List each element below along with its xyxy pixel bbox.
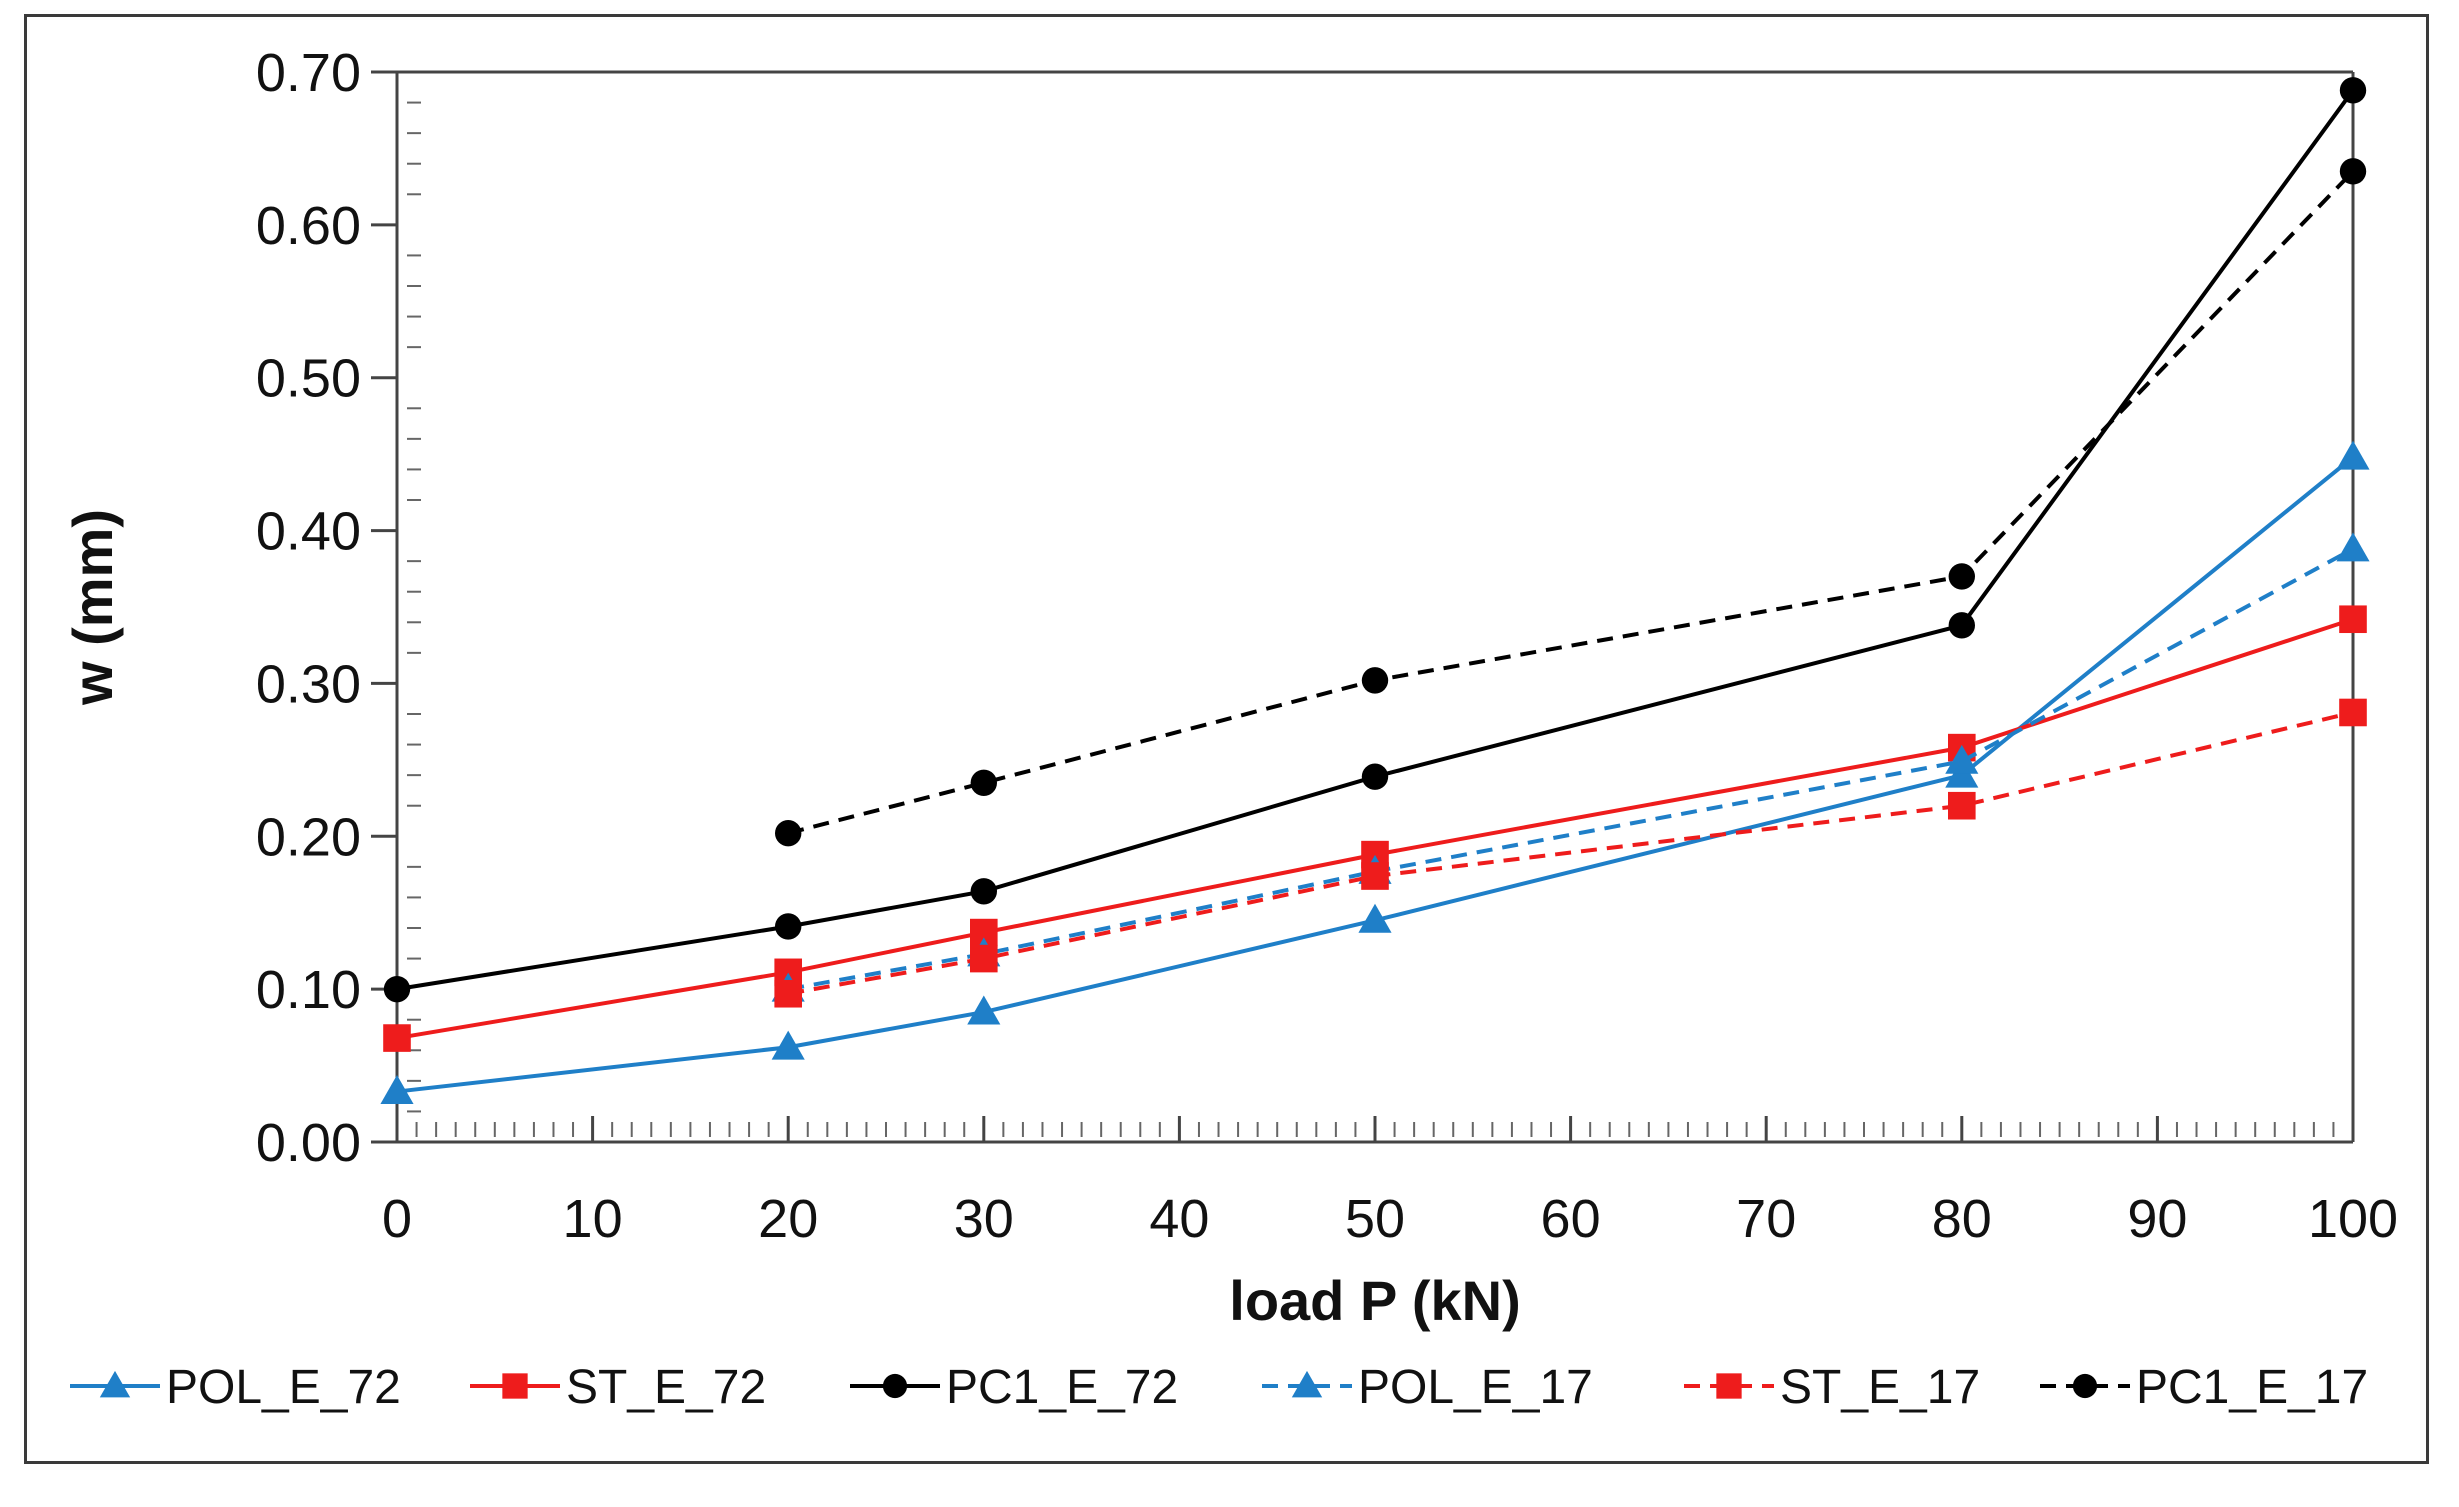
data-point xyxy=(774,979,802,1008)
legend-swatch-marker xyxy=(2072,1373,2098,1399)
series-line xyxy=(787,710,2354,996)
legend-swatch-marker xyxy=(99,1370,131,1398)
y-tick-label: 0.20 xyxy=(256,807,361,867)
x-tick-label: 40 xyxy=(1149,1189,1209,1249)
x-tick-label: 60 xyxy=(1541,1189,1601,1249)
y-tick-label: 0.10 xyxy=(256,960,361,1020)
x-tick-label: 20 xyxy=(758,1189,818,1249)
y-tick-label: 0.00 xyxy=(256,1113,361,1173)
data-point xyxy=(1358,903,1392,933)
legend-swatch-marker xyxy=(882,1373,908,1399)
series-line xyxy=(396,89,2355,992)
series-PC1_E_17 xyxy=(775,158,2367,847)
data-point xyxy=(2336,532,2370,562)
legend-item: POL_E_17 xyxy=(1262,1361,1593,1414)
data-point xyxy=(771,1030,805,1060)
legend-swatch-marker xyxy=(1291,1370,1323,1398)
x-tick-label: 100 xyxy=(2308,1189,2398,1249)
legend-item: ST_E_72 xyxy=(470,1361,766,1414)
legend-swatch-marker xyxy=(1716,1373,1742,1399)
data-point xyxy=(2336,440,2370,470)
series-layer xyxy=(380,77,2370,1104)
y-tick-label: 0.50 xyxy=(256,349,361,409)
legend-swatch-marker xyxy=(502,1373,528,1399)
y-tick-label: 0.60 xyxy=(256,196,361,256)
series-ST_E_72 xyxy=(383,605,2367,1052)
data-point xyxy=(967,995,1001,1025)
x-tick-label: 10 xyxy=(563,1189,623,1249)
data-point xyxy=(2339,158,2367,185)
data-point xyxy=(2339,605,2367,634)
x-tick-label: 0 xyxy=(382,1189,412,1249)
data-point xyxy=(1948,612,1976,639)
data-point xyxy=(1948,563,1976,590)
data-point xyxy=(2339,698,2367,727)
data-point xyxy=(775,820,802,847)
data-point xyxy=(1361,862,1389,890)
series-line xyxy=(396,617,2354,1041)
legend: POL_E_72 ST_E_72 PC1_E_72 POL_E_17 ST_E_17 PC… xyxy=(70,1361,2368,1414)
legend-label: PC1_E_72 xyxy=(946,1361,1178,1414)
series-line xyxy=(396,455,2355,1094)
y-tick-label: 0.40 xyxy=(256,502,361,562)
axes: 0.00 0.10 0.20 0.30 0.40 0.50 0.60 0.70 0 10 20 30 4… xyxy=(256,43,2398,1249)
y-tick-label: 0.70 xyxy=(256,43,361,103)
y-tick-label: 0.30 xyxy=(256,654,361,714)
data-point xyxy=(383,1024,411,1052)
data-point xyxy=(383,975,411,1003)
x-tick-label: 30 xyxy=(954,1189,1014,1249)
x-tick-label: 90 xyxy=(2127,1189,2187,1249)
data-point xyxy=(1361,667,1389,694)
y-axis-title: w (mm) xyxy=(61,509,124,706)
series-POL_E_72 xyxy=(380,440,2370,1104)
series-line xyxy=(787,169,2355,836)
data-point xyxy=(2339,77,2367,104)
data-point xyxy=(1948,791,1976,820)
legend-label: POL_E_17 xyxy=(1358,1361,1593,1414)
data-point xyxy=(970,878,997,905)
legend-label: POL_E_72 xyxy=(166,1361,401,1414)
data-point xyxy=(1945,744,1979,774)
series-PC1_E_72 xyxy=(383,77,2367,1003)
data-point xyxy=(970,769,997,796)
legend-item: PC1_E_72 xyxy=(850,1361,1178,1414)
x-tick-label: 50 xyxy=(1345,1189,1405,1249)
x-tick-label: 70 xyxy=(1736,1189,1796,1249)
series-ST_E_17 xyxy=(774,698,2367,1008)
legend-item: PC1_E_17 xyxy=(2040,1361,2368,1414)
legend-item: POL_E_72 xyxy=(70,1361,401,1414)
data-point xyxy=(775,913,802,940)
chart-frame xyxy=(24,14,2429,1464)
legend-label: PC1_E_17 xyxy=(2136,1361,2368,1414)
data-point xyxy=(970,944,998,973)
legend-label: ST_E_17 xyxy=(1780,1361,1980,1414)
legend-item: ST_E_17 xyxy=(1684,1361,1980,1414)
data-point xyxy=(380,1074,414,1104)
x-tick-label: 80 xyxy=(1932,1189,1992,1249)
x-axis-title: load P (kN) xyxy=(1229,1269,1520,1332)
data-point xyxy=(1361,763,1389,790)
legend-label: ST_E_72 xyxy=(566,1361,766,1414)
